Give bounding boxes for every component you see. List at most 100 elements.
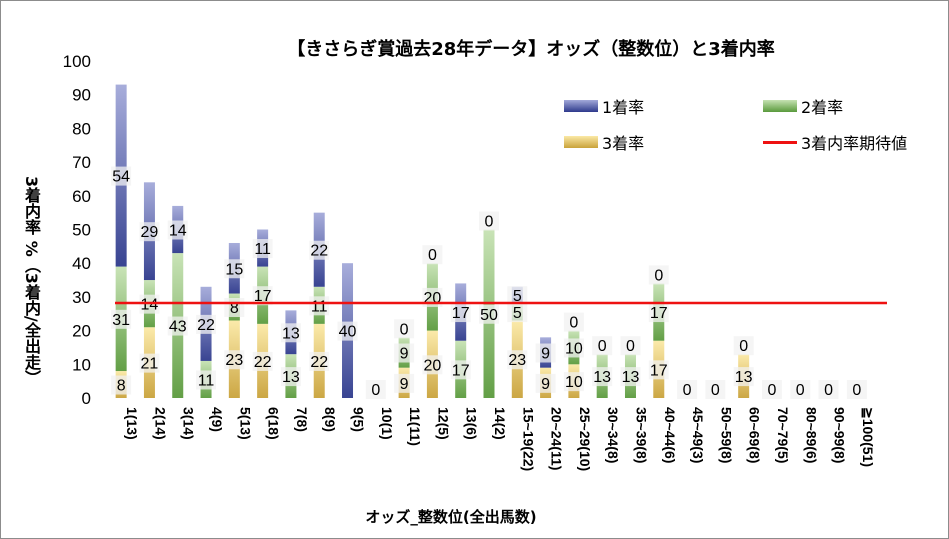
data-label: 23 [508, 352, 526, 369]
data-label: 10 [565, 340, 583, 357]
data-label: 29 [141, 224, 159, 241]
x-tick-label: 80~89(6) [803, 407, 819, 463]
data-label: 0 [739, 338, 748, 355]
x-tick-label: 4(9) [209, 407, 225, 432]
data-label: 50 [480, 307, 498, 324]
data-label: 31 [112, 312, 130, 329]
data-label-bg [309, 296, 330, 316]
data-label-bg [224, 259, 245, 279]
data-label: 22 [310, 354, 328, 371]
data-label: 20 [424, 290, 442, 307]
legend-label-2nd: 2着率 [801, 98, 844, 117]
data-label: 22 [197, 317, 215, 334]
data-label: 17 [650, 362, 668, 379]
legend-item-2nd: 2着率 [763, 94, 843, 118]
x-tick-label: 10(1) [379, 407, 395, 440]
data-label-bg [280, 323, 301, 343]
x-tick-label: 70~79(5) [775, 407, 791, 463]
data-label-bg [733, 336, 754, 356]
y-axis-title: 3着内率 %（3着内/全出走） [22, 176, 41, 386]
data-label-bg [252, 286, 273, 306]
data-label: 13 [282, 325, 300, 342]
data-label-bg [450, 360, 471, 380]
y-tick-label: 80 [72, 119, 91, 138]
data-label: 23 [225, 352, 243, 369]
data-label-bg [507, 350, 528, 370]
data-label: 8 [230, 300, 239, 317]
data-label: 13 [593, 369, 611, 386]
y-tick-label: 30 [72, 288, 91, 307]
x-tick-label: 50~59(8) [718, 407, 734, 463]
data-label: 0 [485, 214, 494, 231]
data-label-bg [309, 240, 330, 260]
data-label: 9 [400, 346, 409, 363]
data-label: 0 [598, 338, 607, 355]
legend-label-3rd: 3着率 [602, 134, 645, 153]
data-label: 17 [650, 305, 668, 322]
data-label-bg [139, 353, 160, 373]
data-label: 14 [169, 223, 187, 240]
data-label-bg [224, 350, 245, 370]
data-label: 9 [541, 346, 550, 363]
data-label: 21 [141, 356, 159, 373]
y-tick-label: 10 [72, 355, 91, 374]
x-tick-label: 14(2) [492, 407, 508, 440]
data-label: 13 [735, 369, 753, 386]
data-label: 0 [654, 267, 663, 284]
data-label: 0 [569, 315, 578, 332]
data-label-bg [111, 309, 132, 329]
x-tick-label: 3(14) [181, 407, 197, 440]
data-label: 5 [513, 288, 522, 305]
x-tick-label: 60~69(8) [747, 407, 763, 463]
data-label-bg [507, 303, 528, 323]
data-label-bg [196, 370, 217, 390]
data-label: 0 [428, 247, 437, 264]
data-label: 40 [339, 324, 357, 341]
x-tick-label: 90~99(8) [832, 407, 848, 463]
data-label-bg [167, 220, 188, 240]
x-tick-label: ≧100(51) [860, 407, 876, 467]
data-label: 13 [282, 369, 300, 386]
data-label: 14 [141, 297, 159, 314]
data-label: 0 [852, 382, 861, 399]
data-label-bg [846, 380, 867, 399]
data-label: 5 [513, 305, 522, 322]
data-label-bg [252, 239, 273, 259]
data-label-bg [620, 336, 641, 356]
data-label: 8 [117, 378, 126, 395]
data-label-bg [592, 336, 613, 356]
x-tick-label: 1(13) [124, 407, 140, 440]
data-label: 11 [311, 298, 328, 315]
x-tick-label: 45~49(3) [690, 407, 706, 463]
x-tick-label: 25~29(10) [577, 407, 593, 471]
data-label: 20 [424, 357, 442, 374]
x-tick-label: 8(9) [322, 407, 338, 432]
x-tick-label: 11(11) [407, 407, 423, 446]
chart-title: 【きさらぎ賞過去28年データ】オッズ（整数位）と3着内率 [287, 39, 775, 60]
data-label-bg [677, 380, 698, 399]
data-label-bg [733, 367, 754, 387]
data-label-bg [394, 319, 415, 339]
x-tick-label: 2(14) [152, 407, 168, 440]
data-label: 9 [541, 376, 550, 393]
data-label-bg [535, 373, 556, 393]
data-label-bg [479, 211, 499, 231]
data-label: 0 [768, 382, 777, 399]
x-tick-label: 40~44(6) [662, 407, 678, 463]
y-tick-label: 90 [72, 86, 91, 105]
data-label-bg [563, 338, 584, 358]
data-label-bg [394, 343, 415, 363]
y-tick-label: 50 [72, 221, 91, 240]
y-tick-label: 60 [72, 187, 91, 206]
data-label: 0 [371, 382, 380, 399]
data-label-bg [620, 367, 641, 387]
data-label: 0 [824, 382, 833, 399]
x-tick-label: 13(6) [464, 407, 480, 440]
legend-item-1st: 1着率 [564, 94, 644, 118]
y-tick-label: 100 [63, 52, 91, 71]
data-label: 15 [225, 261, 243, 278]
data-label-bg [761, 380, 782, 399]
data-label-bg [648, 360, 669, 380]
